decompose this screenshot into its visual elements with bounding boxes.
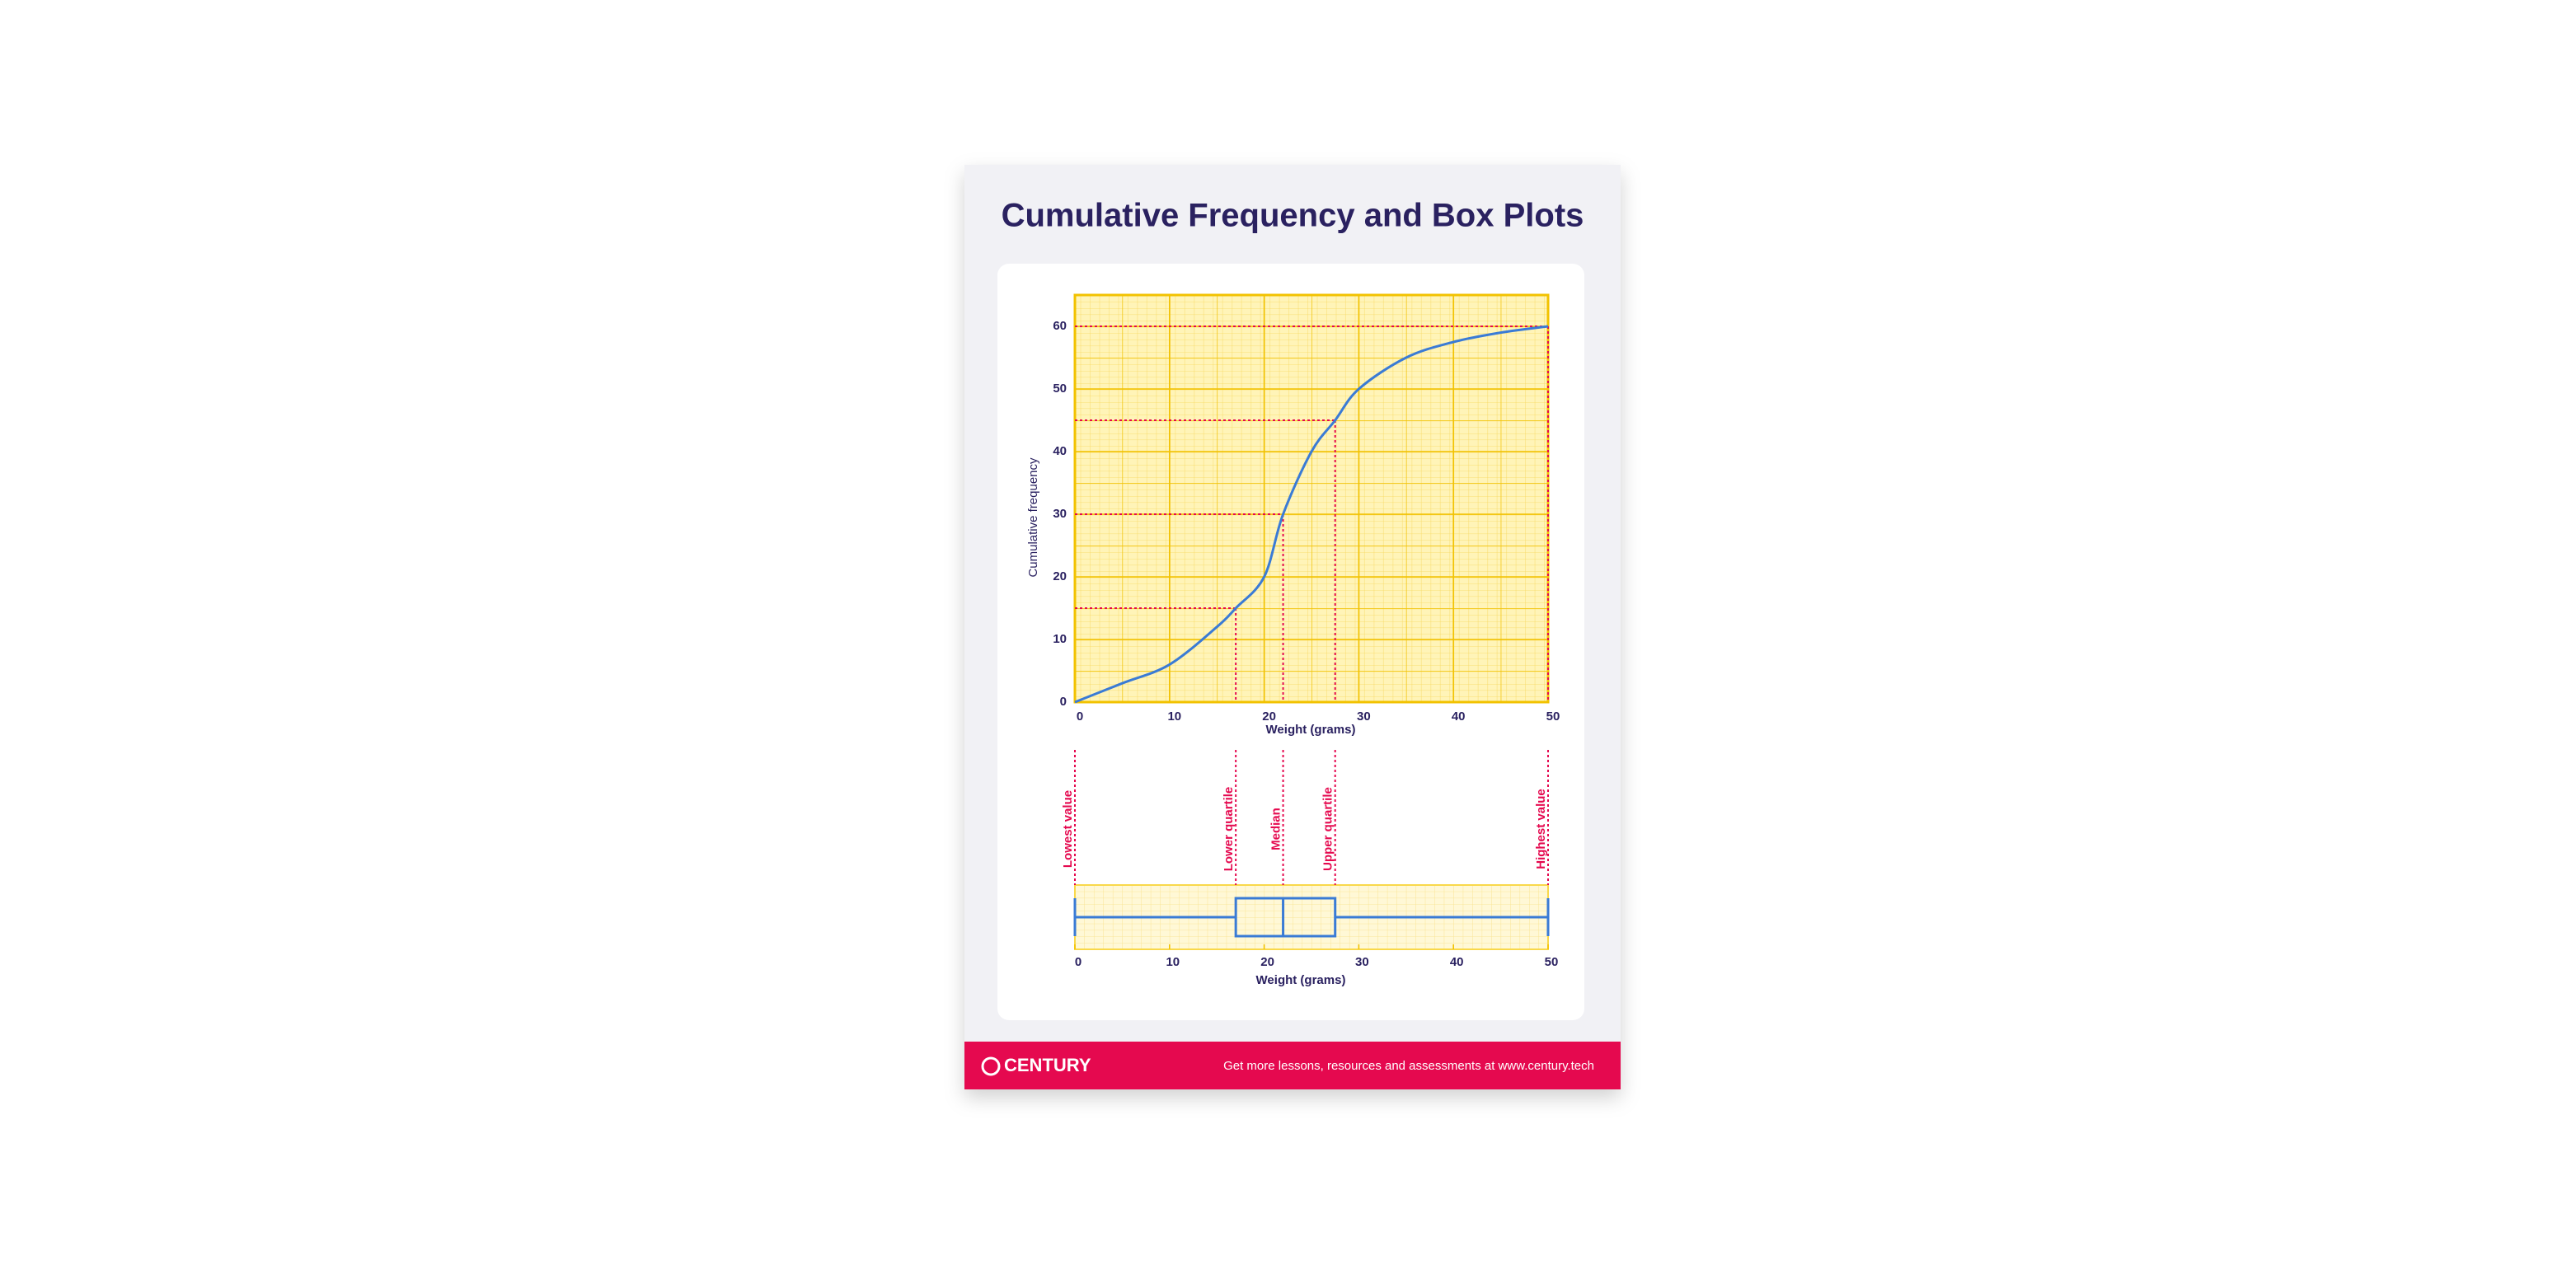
x-tick-label: 40 — [1450, 955, 1464, 969]
box — [1234, 897, 1337, 938]
y-tick-label: 30 — [1053, 507, 1067, 521]
stat-label: Upper quartile — [1321, 787, 1335, 871]
footer-text: Get more lessons, resources and assessme… — [1223, 1059, 1594, 1073]
x-tick-label: 20 — [1260, 955, 1274, 969]
x-axis-label: Weight (grams) — [1266, 723, 1356, 737]
y-tick-label: 50 — [1053, 382, 1067, 396]
stat-label: Lowest value — [1061, 790, 1075, 868]
plot-area — [1073, 293, 1550, 704]
y-tick-label: 40 — [1053, 444, 1067, 458]
poster-title: Cumulative Frequency and Box Plots — [1002, 198, 1584, 234]
x-tick-label: 30 — [1355, 955, 1369, 969]
footer — [964, 1042, 1621, 1089]
x-tick-label: 10 — [1166, 955, 1180, 969]
x-axis-label: Weight (grams) — [1256, 973, 1346, 987]
y-tick-label: 60 — [1053, 319, 1067, 333]
x-tick-label: 0 — [1075, 955, 1082, 969]
stat-label: Lower quartile — [1222, 787, 1236, 872]
x-tick-label: 30 — [1357, 710, 1371, 724]
y-tick-label: 20 — [1053, 569, 1067, 583]
y-tick-label: 0 — [1060, 695, 1067, 709]
curve — [1074, 325, 1549, 704]
y-tick-label: 10 — [1053, 632, 1067, 646]
logo-icon — [981, 1056, 1001, 1076]
brand: CENTURY — [1004, 1055, 1091, 1075]
x-tick-label: 40 — [1452, 710, 1466, 724]
stat-label: Highest value — [1534, 789, 1548, 869]
x-tick-label: 10 — [1167, 710, 1181, 724]
x-tick-label: 50 — [1545, 955, 1559, 969]
y-axis-label: Cumulative frequency — [1026, 457, 1040, 578]
x-tick-label: 50 — [1546, 710, 1560, 724]
x-tick-label: 20 — [1262, 710, 1276, 724]
x-tick-label: 0 — [1077, 710, 1083, 724]
stat-label: Median — [1269, 808, 1283, 850]
